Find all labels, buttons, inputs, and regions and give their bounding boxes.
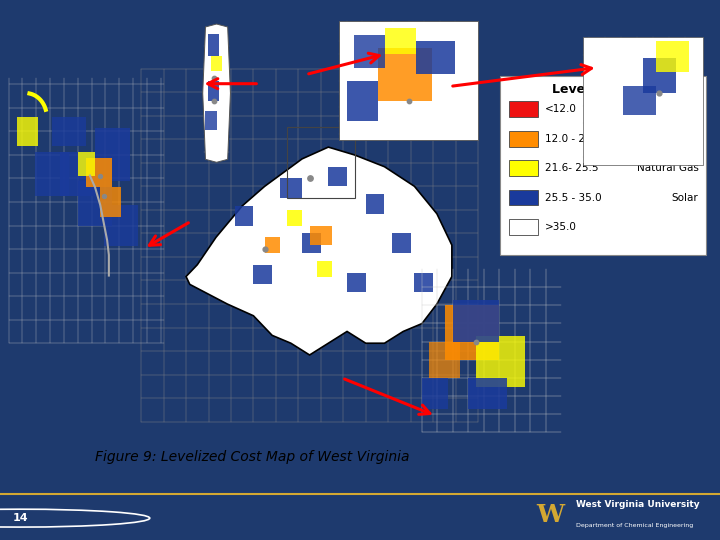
- Polygon shape: [429, 341, 461, 378]
- Text: Coal Plant: Coal Plant: [646, 134, 698, 144]
- Polygon shape: [86, 158, 112, 187]
- Polygon shape: [656, 41, 689, 72]
- Point: [98, 192, 109, 200]
- Bar: [509, 219, 538, 235]
- Bar: [509, 190, 538, 205]
- Text: <12.0: <12.0: [545, 104, 577, 114]
- Polygon shape: [385, 28, 416, 55]
- Polygon shape: [17, 117, 38, 146]
- Polygon shape: [100, 187, 121, 217]
- Point: [208, 74, 220, 83]
- Text: 21.6- 25.5: 21.6- 25.5: [545, 163, 598, 173]
- Polygon shape: [265, 237, 279, 253]
- Polygon shape: [445, 305, 499, 360]
- Polygon shape: [78, 181, 112, 226]
- Polygon shape: [95, 129, 130, 181]
- Polygon shape: [52, 117, 86, 146]
- Bar: [500, 76, 706, 255]
- Polygon shape: [453, 300, 499, 341]
- Text: West Virginia University: West Virginia University: [576, 500, 700, 509]
- Text: Solar: Solar: [672, 193, 698, 202]
- Polygon shape: [347, 81, 377, 120]
- Polygon shape: [235, 206, 253, 226]
- Polygon shape: [317, 261, 332, 276]
- Point: [259, 245, 271, 253]
- Point: [94, 171, 106, 180]
- Bar: [287, 127, 354, 198]
- Polygon shape: [208, 82, 220, 100]
- Bar: [509, 102, 538, 117]
- Polygon shape: [203, 24, 230, 163]
- Polygon shape: [253, 265, 272, 285]
- Text: Figure 9: Levelized Cost Map of West Virginia: Figure 9: Levelized Cost Map of West Vir…: [95, 450, 409, 464]
- Polygon shape: [78, 152, 95, 176]
- Polygon shape: [302, 233, 321, 253]
- Polygon shape: [366, 194, 384, 214]
- Polygon shape: [347, 273, 366, 292]
- Polygon shape: [279, 179, 302, 198]
- Text: Department of Chemical Engineering: Department of Chemical Engineering: [576, 523, 693, 528]
- Point: [403, 97, 415, 105]
- Polygon shape: [328, 167, 347, 186]
- Text: 14: 14: [12, 513, 28, 523]
- Polygon shape: [104, 205, 138, 246]
- Polygon shape: [377, 48, 432, 101]
- Text: W: W: [536, 503, 565, 527]
- Point: [304, 174, 315, 183]
- Text: Natural Gas: Natural Gas: [636, 163, 698, 173]
- Polygon shape: [476, 336, 526, 387]
- Polygon shape: [468, 378, 507, 409]
- Polygon shape: [211, 56, 222, 71]
- Polygon shape: [416, 41, 455, 75]
- Polygon shape: [205, 111, 217, 130]
- Polygon shape: [415, 273, 433, 292]
- Text: WVU Case: WVU Case: [644, 104, 698, 114]
- Point: [470, 337, 482, 346]
- Polygon shape: [623, 86, 656, 114]
- Polygon shape: [392, 233, 410, 253]
- Polygon shape: [582, 37, 703, 165]
- Polygon shape: [287, 210, 302, 226]
- Text: >35.0: >35.0: [545, 222, 577, 232]
- Point: [208, 96, 220, 105]
- Polygon shape: [60, 152, 95, 196]
- Text: 12.0 - 21.6: 12.0 - 21.6: [545, 134, 602, 144]
- Polygon shape: [422, 378, 448, 409]
- Text: 25.5 - 35.0: 25.5 - 35.0: [545, 193, 602, 202]
- Point: [653, 89, 665, 98]
- Polygon shape: [643, 58, 676, 93]
- Polygon shape: [208, 35, 220, 56]
- Bar: [509, 160, 538, 176]
- Text: Levelized Cost: Levelized Cost: [552, 83, 654, 96]
- Polygon shape: [339, 21, 478, 140]
- Polygon shape: [310, 226, 332, 245]
- Bar: [509, 131, 538, 146]
- Polygon shape: [35, 152, 69, 196]
- Polygon shape: [186, 147, 452, 355]
- Polygon shape: [354, 35, 385, 68]
